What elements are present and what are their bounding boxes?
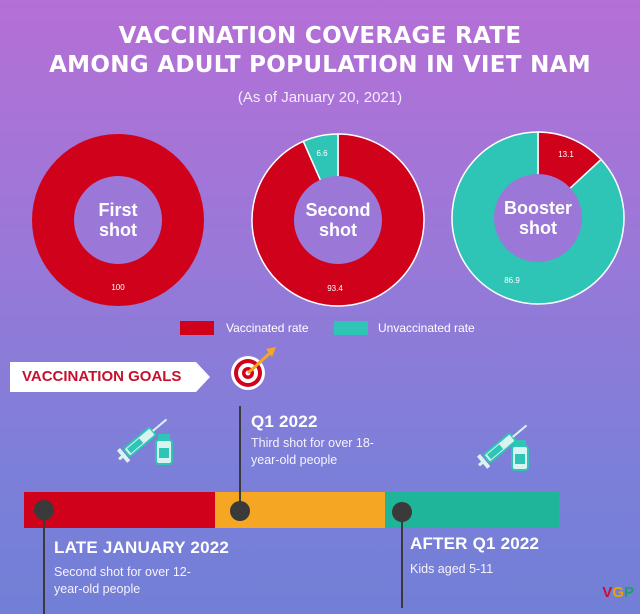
chart-subtitle: (As of January 20, 2021) <box>237 89 403 106</box>
donut-3-value-label-2: 86.9 <box>504 276 520 285</box>
chart-title-line2: AMONG ADULT POPULATION IN VIET NAM <box>49 52 591 78</box>
chart-title-line1: VACCINATION COVERAGE RATE <box>118 23 522 49</box>
milestone-2-title: Q1 2022 <box>251 412 318 431</box>
milestone-2-line <box>239 406 241 510</box>
milestone-1-line <box>43 510 45 614</box>
milestone-2-dot <box>230 501 250 521</box>
vaccination-goals-banner: VACCINATION GOALS <box>10 362 210 392</box>
legend-vaccinated-swatch <box>180 321 214 335</box>
milestone-3-dot <box>392 502 412 522</box>
milestone-1-desc-line2: year-old people <box>54 582 141 596</box>
donut-1-center-label: shot <box>99 220 137 240</box>
milestone-1-dot <box>34 500 54 520</box>
milestone-3-desc-line1: Kids aged 5-11 <box>410 562 494 576</box>
donut-3-value-label-1: 13.1 <box>558 150 574 159</box>
legend-vaccinated-label: Vaccinated rate <box>226 321 309 335</box>
legend-unvaccinated-label: Unvaccinated rate <box>378 321 475 335</box>
donut-1-center-label: First <box>98 200 137 220</box>
donut-2-center-label: Second <box>305 200 370 220</box>
target-icon <box>231 347 276 390</box>
milestone-1-desc-line1: Second shot for over 12- <box>54 565 191 579</box>
syringe-vial-icon <box>116 418 173 465</box>
donut-2-center-label: shot <box>319 220 357 240</box>
donut-1-hole <box>74 176 162 264</box>
milestone-2-desc-line2: year-old people <box>251 453 338 467</box>
milestone-3-title: AFTER Q1 2022 <box>410 534 540 553</box>
timeline-segment-3 <box>385 492 559 528</box>
donut-2-hole <box>294 176 382 264</box>
vgp-logo: VGP <box>602 584 634 601</box>
donut-3-hole <box>494 174 582 262</box>
donut-2-value-label-2: 6.6 <box>316 149 328 158</box>
milestone-2-desc-line1: Third shot for over 18- <box>251 436 374 450</box>
donut-1-value-label-1: 100 <box>111 283 125 292</box>
milestone-3-line <box>401 512 403 608</box>
timeline-segment-1 <box>24 492 215 528</box>
donut-2-value-label-1: 93.4 <box>327 284 343 293</box>
syringe-vial-icon <box>476 424 529 471</box>
legend-unvaccinated-swatch <box>334 321 368 335</box>
donut-3-center-label: Booster <box>504 198 572 218</box>
milestone-1-title: LATE JANUARY 2022 <box>54 538 230 557</box>
donut-3-center-label: shot <box>519 218 557 238</box>
